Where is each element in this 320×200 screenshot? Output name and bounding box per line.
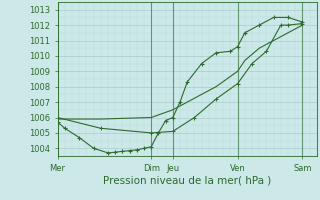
X-axis label: Pression niveau de la mer( hPa ): Pression niveau de la mer( hPa ): [103, 175, 271, 185]
